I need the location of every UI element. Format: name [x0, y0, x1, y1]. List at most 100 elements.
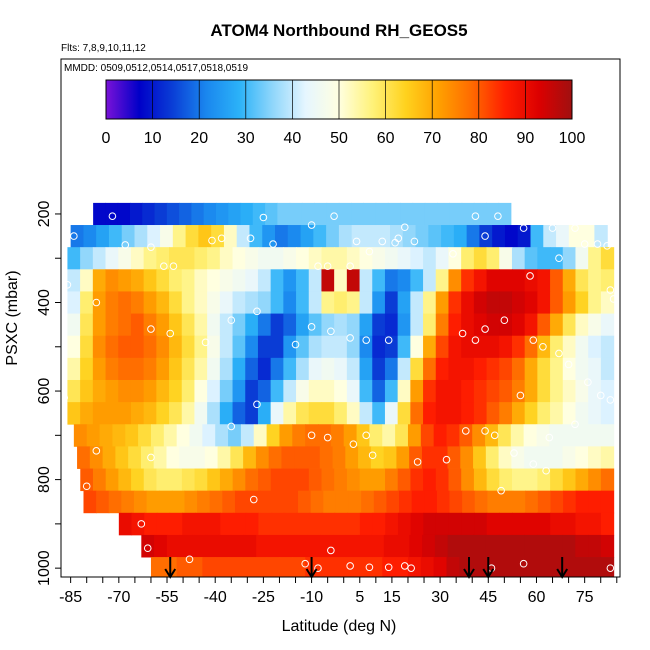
- heatmap-cell: [473, 468, 488, 492]
- heatmap-cell: [346, 468, 361, 492]
- heatmap-cell: [543, 225, 557, 248]
- heatmap-cell: [556, 225, 570, 248]
- heatmap-cell: [169, 468, 183, 492]
- heatmap-cell: [169, 512, 183, 536]
- heatmap-cell: [389, 225, 404, 248]
- heatmap-cell: [154, 534, 168, 558]
- heatmap-cell: [283, 402, 297, 425]
- heatmap-cell: [92, 468, 107, 492]
- heatmap-cell: [525, 490, 539, 514]
- heatmap-cell: [268, 446, 283, 469]
- heatmap-cell: [314, 202, 328, 226]
- heatmap-cell: [460, 534, 474, 558]
- heatmap-cell: [346, 313, 361, 337]
- heatmap-cell: [420, 424, 435, 447]
- heatmap-cell: [268, 534, 283, 558]
- heatmap-cell: [209, 490, 223, 514]
- heatmap-cell: [346, 247, 361, 270]
- x-tick-label: -10: [300, 589, 323, 606]
- heatmap-cell: [575, 402, 589, 425]
- data-point: [137, 520, 146, 528]
- heatmap-cell: [511, 247, 526, 270]
- heatmap-cell: [306, 446, 321, 469]
- heatmap-cell: [537, 313, 551, 337]
- heatmap-cell: [575, 490, 589, 514]
- heatmap-cell: [105, 335, 119, 359]
- heatmap-cell: [160, 225, 174, 248]
- heatmap-cell: [143, 291, 157, 314]
- heatmap-cell: [102, 446, 116, 469]
- heatmap-cell: [499, 313, 513, 337]
- heatmap-cell: [537, 247, 551, 270]
- heatmap-cell: [80, 379, 94, 403]
- heatmap-cell: [283, 468, 297, 492]
- data-point: [346, 334, 354, 342]
- data-point: [201, 338, 210, 347]
- heatmap-cell: [550, 269, 564, 292]
- heatmap-cell: [588, 357, 602, 381]
- heatmap-cell: [184, 490, 198, 514]
- data-point: [368, 451, 377, 460]
- heatmap-cell: [473, 335, 488, 359]
- heatmap-cell: [461, 468, 475, 492]
- heatmap-cell: [86, 424, 101, 447]
- heatmap-cell: [245, 402, 259, 425]
- heatmap-cell: [446, 557, 460, 577]
- heatmap-cell: [156, 512, 171, 536]
- heatmap-cell: [215, 557, 229, 577]
- heatmap-cell: [172, 225, 187, 248]
- heatmap-cell: [330, 424, 345, 447]
- heatmap-cell: [537, 379, 551, 403]
- data-point: [461, 427, 470, 435]
- colorbar-tick-label: 50: [330, 130, 348, 147]
- heatmap-cell: [536, 446, 551, 469]
- heatmap-cell: [372, 357, 386, 381]
- heatmap-cell: [600, 335, 615, 359]
- data-point: [314, 262, 322, 271]
- heatmap-cell: [207, 512, 221, 536]
- heatmap-cell: [345, 446, 359, 469]
- heatmap-cell: [108, 490, 122, 514]
- data-point: [253, 400, 261, 409]
- heatmap-cell: [448, 269, 462, 292]
- heatmap-cell: [600, 490, 615, 514]
- heatmap-cell: [449, 490, 463, 514]
- data-point: [529, 460, 538, 468]
- heatmap-cell: [281, 446, 295, 469]
- heatmap-cell: [266, 424, 281, 447]
- data-point: [208, 236, 216, 245]
- heatmap-cell: [181, 313, 196, 337]
- data-point: [92, 298, 101, 307]
- heatmap-cell: [415, 225, 429, 248]
- heatmap-cell: [562, 247, 577, 270]
- heatmap-cell: [296, 402, 310, 425]
- heatmap-cell: [511, 291, 526, 314]
- heatmap-cell: [256, 534, 270, 558]
- heatmap-cell: [600, 402, 615, 425]
- heatmap-cell: [169, 402, 183, 425]
- heatmap-cell: [397, 291, 411, 314]
- heatmap-cell: [296, 512, 310, 536]
- heatmap-cell: [240, 202, 254, 226]
- heatmap-cell: [346, 379, 361, 403]
- heatmap-cell: [435, 468, 450, 492]
- heatmap-cell: [156, 335, 170, 359]
- data-point: [323, 262, 332, 271]
- heatmap-cell: [232, 468, 246, 492]
- heatmap-cell: [563, 490, 577, 514]
- colorbar-tick-label: 20: [190, 130, 208, 147]
- heatmap-cell: [435, 269, 450, 292]
- heatmap-cell: [423, 379, 437, 403]
- heatmap-cell: [588, 379, 602, 403]
- heatmap-cell: [537, 291, 551, 314]
- heatmap-cell: [181, 468, 196, 492]
- x-tick-label: 5: [355, 589, 364, 606]
- heatmap-cell: [399, 490, 413, 514]
- heatmap-cell: [472, 557, 486, 577]
- heatmap-cell: [473, 202, 487, 226]
- heatmap-cell: [449, 202, 463, 226]
- heatmap-cell: [334, 313, 348, 337]
- heatmap-cell: [407, 424, 422, 447]
- heatmap-cell: [372, 512, 386, 536]
- heatmap-cell: [436, 490, 451, 514]
